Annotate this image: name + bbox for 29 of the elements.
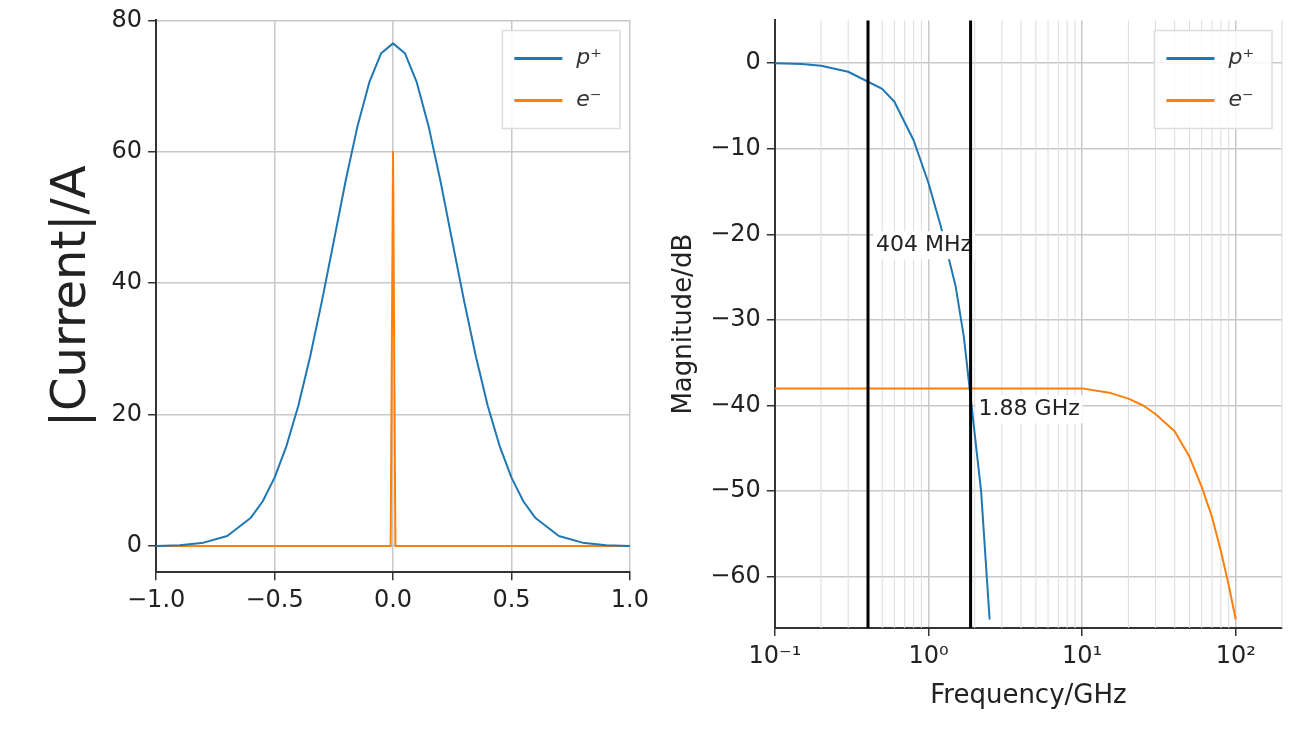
x-tick-label: 10² — [1215, 640, 1256, 669]
y-tick-label: 20 — [111, 398, 143, 427]
x-axis-title: Frequency/GHz — [930, 679, 1127, 710]
y-tick-label: −60 — [710, 560, 761, 589]
x-tick-label: 10⁻¹ — [748, 640, 802, 669]
y-tick-label: 0 — [745, 47, 761, 76]
y-axis-title: |Current|/A — [40, 165, 97, 428]
y-tick-label: −10 — [710, 133, 761, 161]
y-axis-title: Magnitude/dB — [667, 233, 698, 415]
x-tick-label: 10⁰ — [908, 640, 949, 669]
x-tick-label: 0.0 — [373, 584, 413, 613]
legend-label: e⁻ — [1228, 86, 1254, 112]
legend-label: p⁺ — [575, 44, 602, 70]
y-tick-label: −20 — [710, 218, 761, 247]
y-tick-label: 0 — [126, 530, 143, 559]
x-tick-label: 1.0 — [610, 584, 649, 613]
x-tick-label: 10¹ — [1062, 640, 1103, 669]
legend-label: p⁺ — [1227, 44, 1254, 70]
y-tick-label: −40 — [710, 389, 761, 418]
y-tick-label: 80 — [111, 4, 143, 33]
x-tick-label: 0.5 — [492, 584, 531, 613]
ref-line-label: 1.88 GHz — [978, 394, 1080, 420]
y-tick-label: 40 — [111, 267, 143, 296]
y-tick-label: 60 — [111, 136, 143, 165]
x-tick-label: −1.0 — [127, 584, 186, 613]
y-tick-label: −30 — [710, 304, 761, 333]
legend-label: e⁻ — [576, 86, 602, 112]
x-tick-label: −0.5 — [245, 584, 304, 613]
y-tick-label: −50 — [710, 475, 761, 504]
